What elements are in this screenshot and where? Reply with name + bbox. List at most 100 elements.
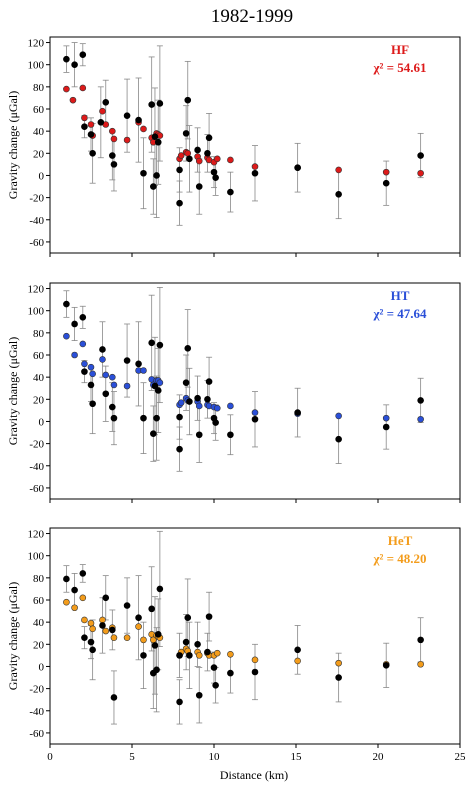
model-point (79, 84, 87, 92)
y-tick-label: -40 (29, 215, 44, 227)
observed-point (205, 134, 213, 142)
observed-point (417, 397, 424, 404)
plot-frame (49, 36, 461, 254)
y-tick-label: 80 (33, 328, 45, 340)
model-point (177, 152, 185, 159)
model-point (109, 373, 116, 381)
model-point (69, 96, 77, 104)
observed-point (151, 382, 159, 390)
observed-point (176, 199, 183, 207)
y-tick-label: 0 (39, 170, 45, 182)
model-point (417, 660, 424, 668)
y-tick-label: 60 (33, 595, 45, 607)
model-label: HeT (388, 533, 413, 548)
observed-point (205, 378, 213, 385)
model-point (251, 163, 259, 170)
model-point (294, 657, 301, 665)
model-point (81, 114, 88, 122)
observed-point (176, 413, 183, 421)
observed-point (63, 55, 70, 63)
model-point (213, 155, 221, 163)
observed-point (195, 691, 203, 699)
model-point (251, 409, 259, 416)
y-tick-label: -40 (29, 461, 44, 473)
y-tick-label: -20 (29, 193, 44, 205)
observed-point (251, 169, 259, 177)
observed-point (182, 130, 190, 137)
model-point (123, 634, 131, 641)
y-axis-label: Gravity change (μGal) (6, 582, 20, 690)
observed-point (102, 99, 110, 106)
panel-hf: -60 -40 -20 0 20 40 60 80 100 120 Gravity change (… (6, 36, 461, 257)
model-point (79, 340, 87, 348)
y-tick-label: 100 (28, 306, 45, 318)
model-point (99, 616, 106, 624)
observed-point (154, 138, 162, 146)
model-point (156, 379, 164, 386)
observed-point (156, 100, 164, 107)
observed-point (123, 357, 131, 364)
observed-point (210, 664, 218, 671)
observed-point (417, 152, 424, 159)
model-point (123, 382, 131, 390)
observed-point (153, 172, 160, 179)
observed-point (148, 101, 155, 108)
model-point (110, 381, 118, 389)
observed-point (99, 346, 106, 353)
observed-point (148, 339, 155, 347)
observed-point (212, 419, 219, 426)
observed-point (227, 669, 234, 677)
model-point (140, 636, 147, 644)
y-tick-label: 120 (28, 529, 45, 541)
observed-point (150, 430, 157, 437)
observed-point (186, 155, 193, 163)
observed-point (186, 652, 193, 659)
observed-point (195, 183, 203, 190)
y-tick-label: -20 (29, 439, 44, 451)
observed-point (154, 631, 162, 638)
observed-point (184, 96, 192, 104)
model-point (63, 85, 70, 93)
x-tick-label: 15 (291, 751, 303, 763)
model-point (81, 616, 88, 624)
observed-point (176, 652, 183, 659)
observed-point (212, 174, 219, 181)
model-point (81, 360, 88, 368)
model-point (382, 414, 390, 422)
observed-point (140, 169, 147, 177)
observed-point (71, 586, 78, 594)
model-point (71, 351, 78, 359)
observed-point (204, 396, 211, 403)
observed-point (194, 641, 201, 648)
observed-point (153, 666, 160, 674)
y-tick-label: 60 (33, 350, 45, 362)
y-tick-label: 0 (39, 416, 45, 428)
y-tick-label: 20 (33, 394, 45, 406)
model-point (335, 659, 342, 667)
observed-point (123, 602, 131, 609)
x-axis-label: Distance (km) (220, 768, 288, 782)
observed-point (194, 394, 201, 402)
model-point (335, 166, 342, 174)
observed-point (154, 387, 162, 394)
observed-point (335, 435, 342, 443)
observed-point (135, 116, 142, 124)
observed-point (212, 681, 219, 689)
y-tick-label: 80 (33, 82, 45, 94)
observed-point (81, 634, 88, 641)
observed-point (227, 431, 234, 439)
observed-point (109, 152, 116, 159)
observed-point (382, 423, 390, 431)
chi-square-label: χ² = 47.64 (372, 306, 427, 321)
model-point (110, 634, 118, 641)
observed-point (79, 570, 87, 577)
model-point (227, 650, 234, 658)
model-point (140, 125, 147, 133)
chi-square-label: χ² = 48.20 (372, 551, 426, 566)
observed-point (176, 166, 183, 174)
observed-point (81, 368, 88, 375)
plot-frame (49, 282, 461, 500)
observed-point (89, 150, 96, 157)
observed-point (195, 431, 203, 439)
